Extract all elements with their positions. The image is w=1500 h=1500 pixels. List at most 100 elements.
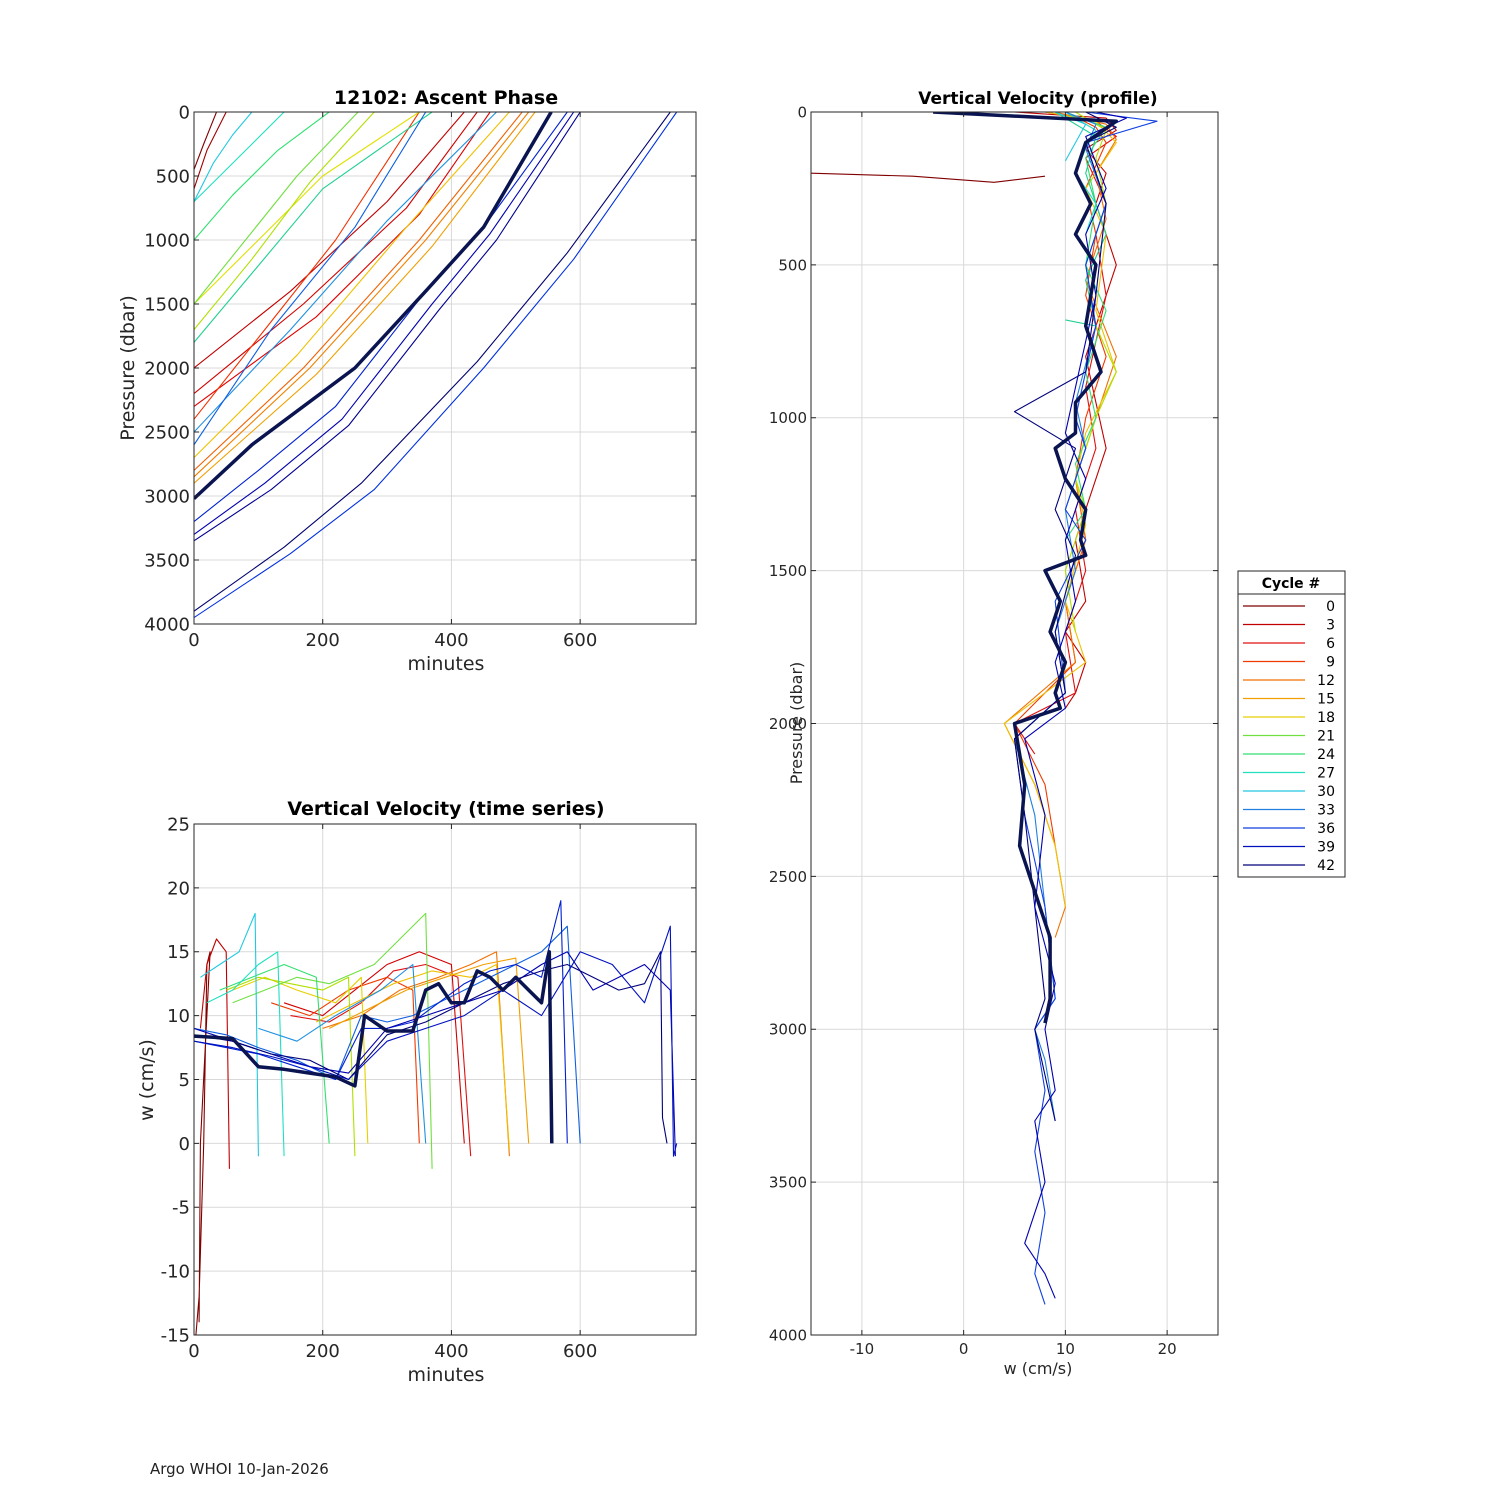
x-tick-label: 0 <box>959 1340 969 1358</box>
y-tick-label: 4000 <box>769 1326 807 1344</box>
series-layer <box>194 900 678 1335</box>
series-line-cycle-16 <box>194 900 568 1144</box>
series-line-cycle-4 <box>194 112 491 407</box>
series-line-cycle-1 <box>199 938 230 1169</box>
series-line-cycle-27 <box>1065 112 1097 235</box>
footer-credit: Argo WHOI 10-Jan-2026 <box>150 1460 329 1478</box>
legend-label-36: 36 <box>1317 821 1335 837</box>
series-line-cycle-14 <box>194 112 433 343</box>
series-line-cycle-14 <box>258 963 427 1144</box>
legend-label-0: 0 <box>1326 599 1335 615</box>
highlight-line-cycle-42 <box>933 112 1119 1024</box>
x-tick-label: 10 <box>1056 1340 1075 1358</box>
x-tick-label: 600 <box>563 1341 597 1362</box>
y-tick-label: 0 <box>179 102 190 123</box>
series-line-cycle-5 <box>194 112 420 420</box>
series-line-cycle-9 <box>225 976 356 1157</box>
x-tick-label: 400 <box>434 1341 468 1362</box>
y-tick-label: -10 <box>161 1262 190 1283</box>
x-tick-label: 0 <box>188 630 199 651</box>
series-line-cycle-0 <box>811 172 1046 183</box>
y-tick-label: -5 <box>172 1198 190 1219</box>
legend-label-6: 6 <box>1326 636 1335 652</box>
y-tick-label: -15 <box>161 1325 190 1346</box>
y-tick-label: 3500 <box>769 1174 807 1192</box>
y-tick-label: 3000 <box>144 486 190 507</box>
series-line-cycle-2 <box>283 951 465 1144</box>
ascent-chart-title: 12102: Ascent Phase <box>334 87 558 109</box>
ascent-x-axis-label: minutes <box>408 653 485 675</box>
legend-label-15: 15 <box>1317 692 1335 708</box>
series-line-cycle-15 <box>194 112 285 202</box>
y-tick-label: 1000 <box>769 409 807 427</box>
highlight-line-cycle-42 <box>194 112 553 500</box>
time-series-chart-title: Vertical Velocity (time series) <box>287 798 604 820</box>
series-line-cycle-19 <box>194 925 678 1157</box>
y-tick-label: 500 <box>778 256 807 274</box>
time-series-x-axis-label: minutes <box>408 1364 485 1386</box>
legend-label-42: 42 <box>1317 858 1335 874</box>
legend-label-27: 27 <box>1317 766 1335 782</box>
y-tick-label: 0 <box>179 1134 190 1155</box>
series-line-cycle-13 <box>194 112 330 241</box>
series-line-cycle-6 <box>194 112 523 471</box>
series-line-cycle-7 <box>316 963 510 1150</box>
series-line-cycle-42 <box>1024 112 1127 1299</box>
series-line-cycle-13 <box>200 912 259 1157</box>
series-line-cycle-10 <box>232 912 433 1169</box>
y-tick-label: 2000 <box>144 358 190 379</box>
y-tick-label: 5 <box>179 1070 190 1091</box>
x-tick-label: 400 <box>434 630 468 651</box>
y-tick-label: 1500 <box>144 294 190 315</box>
profile-x-axis-label: w (cm/s) <box>1004 1359 1073 1378</box>
x-tick-label: 20 <box>1158 1340 1177 1358</box>
series-line-cycle-15 <box>194 925 581 1144</box>
profile-y-axis-label: Pressure (dbar) <box>787 662 806 785</box>
time-series-y-axis-label: w (cm/s) <box>136 1039 158 1121</box>
series-line-cycle-8 <box>232 976 369 1144</box>
series-line-cycle-0 <box>194 112 218 170</box>
series-layer <box>194 112 678 619</box>
legend-label-3: 3 <box>1326 618 1335 634</box>
series-line-cycle-3 <box>290 963 472 1157</box>
series-layer <box>811 112 1158 1305</box>
series-line-cycle-12 <box>194 112 359 305</box>
legend-title: Cycle # <box>1262 576 1321 592</box>
series-line-cycle-1 <box>194 112 227 189</box>
series-line-cycle-7 <box>194 112 530 478</box>
series-line-cycle-9 <box>194 112 510 458</box>
series-line-cycle-8 <box>194 112 536 484</box>
y-tick-label: 1500 <box>769 562 807 580</box>
x-tick-label: 600 <box>563 630 597 651</box>
legend-box <box>1237 570 1346 878</box>
legend-label-33: 33 <box>1317 803 1335 819</box>
time-series-panel: Vertical Velocity (time series) minutes … <box>136 798 697 1386</box>
x-tick-label: -10 <box>850 1340 875 1358</box>
legend-label-30: 30 <box>1317 784 1335 800</box>
legend-label-39: 39 <box>1317 840 1335 856</box>
series-line-cycle-6 <box>328 957 530 1144</box>
legend-label-24: 24 <box>1317 747 1335 763</box>
y-tick-label: 15 <box>167 942 190 963</box>
profile-panel: Vertical Velocity (profile) w (cm/s) Pre… <box>769 89 1219 1378</box>
profile-chart-title: Vertical Velocity (profile) <box>918 89 1157 109</box>
series-line-cycle-3 <box>194 112 478 395</box>
y-tick-label: 10 <box>167 1006 190 1027</box>
series-line-cycle-39 <box>1013 112 1117 1122</box>
y-tick-label: 2500 <box>144 422 190 443</box>
series-line-cycle-19 <box>194 112 568 523</box>
series-line-cycle-11 <box>219 963 330 1144</box>
series-line-cycle-17 <box>194 951 676 1157</box>
series-line-cycle-33 <box>1013 112 1107 1122</box>
y-tick-label: 3000 <box>769 1021 807 1039</box>
y-tick-label: 4000 <box>144 614 190 635</box>
x-tick-label: 200 <box>306 630 340 651</box>
legend-label-12: 12 <box>1317 673 1335 689</box>
y-tick-label: 500 <box>156 166 190 187</box>
x-tick-label: 0 <box>188 1341 199 1362</box>
series-line-cycle-12 <box>206 951 285 1157</box>
x-tick-label: 200 <box>306 1341 340 1362</box>
series-line-cycle-9 <box>1013 112 1107 846</box>
